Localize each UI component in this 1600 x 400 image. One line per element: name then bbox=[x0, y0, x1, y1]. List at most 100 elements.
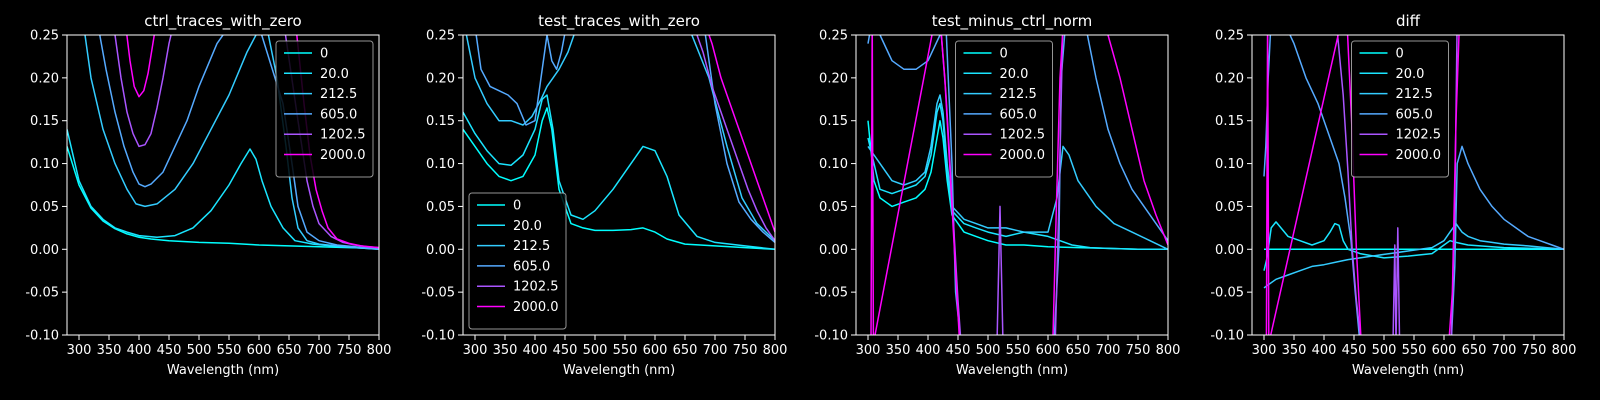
x-tick-label: 550 bbox=[1006, 343, 1031, 358]
legend-entry: 2000.0 bbox=[1000, 148, 1046, 163]
x-tick-label: 650 bbox=[1462, 343, 1487, 358]
legend-entry: 1202.5 bbox=[513, 280, 559, 295]
legend-frame bbox=[1351, 40, 1449, 178]
legend-entry: 20.0 bbox=[320, 67, 349, 82]
x-tick-label: 550 bbox=[1402, 343, 1427, 358]
series-line bbox=[67, 129, 379, 251]
x-tick-label: 300 bbox=[463, 343, 488, 358]
y-tick-label: -0.05 bbox=[1210, 286, 1244, 301]
series-line bbox=[1263, 221, 1564, 271]
y-tick-label: 0.05 bbox=[426, 200, 455, 215]
x-axis-label: Wavelength (nm) bbox=[563, 363, 675, 378]
x-tick-label: 650 bbox=[1066, 343, 1091, 358]
x-tick-label: 300 bbox=[1252, 343, 1277, 358]
y-tick-label: 0.15 bbox=[1215, 114, 1244, 129]
x-tick-label: 500 bbox=[1372, 343, 1397, 358]
x-tick-label: 400 bbox=[523, 343, 548, 358]
legend-entry: 212.5 bbox=[1396, 87, 1433, 102]
y-tick-label: 0.20 bbox=[819, 71, 848, 86]
y-tick-label: -0.05 bbox=[25, 286, 59, 301]
series-line bbox=[67, 146, 379, 250]
y-tick-label: 0.05 bbox=[30, 200, 59, 215]
x-axis-label: Wavelength (nm) bbox=[1352, 363, 1464, 378]
y-tick-label: 0.10 bbox=[1215, 157, 1244, 172]
legend-entry: 0 bbox=[320, 47, 328, 62]
legend-frame bbox=[955, 40, 1053, 178]
series-line bbox=[463, 107, 775, 251]
y-tick-label: 0.10 bbox=[819, 157, 848, 172]
x-tick-label: 800 bbox=[1552, 343, 1577, 358]
x-tick-label: 550 bbox=[613, 343, 638, 358]
y-tick-label: -0.10 bbox=[421, 329, 455, 344]
x-tick-label: 600 bbox=[1432, 343, 1457, 358]
y-tick-label: 0.10 bbox=[30, 157, 59, 172]
axes-frame bbox=[66, 34, 380, 336]
x-tick-label: 650 bbox=[673, 343, 698, 358]
series-line bbox=[1263, 35, 1564, 335]
y-tick-label: -0.10 bbox=[1210, 329, 1244, 344]
series-line bbox=[870, 35, 1168, 335]
x-tick-label: 350 bbox=[97, 343, 122, 358]
y-tick-label: 0.20 bbox=[1215, 71, 1244, 86]
x-tick-label: 600 bbox=[247, 343, 272, 358]
y-tick-label: 0.25 bbox=[1215, 29, 1244, 44]
legend-entry: 605.0 bbox=[320, 107, 357, 122]
legend-entry: 605.0 bbox=[1396, 107, 1433, 122]
legend-entry: 20.0 bbox=[1000, 67, 1029, 82]
axes-frame bbox=[462, 34, 776, 336]
y-tick-label: -0.05 bbox=[421, 286, 455, 301]
legend: 0 20.0 212.5 605.0 1202.5 2000.0 bbox=[1351, 40, 1449, 178]
series-line bbox=[84, 35, 379, 251]
y-tick-label: 0.00 bbox=[30, 243, 59, 258]
x-tick-label: 450 bbox=[1342, 343, 1367, 358]
chart-panel: 300 350 400 450 500 550 600 650 700 750 800 -0.10 -0… bbox=[1210, 12, 1576, 378]
series-line bbox=[463, 94, 775, 251]
legend-entry: 2000.0 bbox=[513, 300, 559, 315]
x-tick-label: 750 bbox=[337, 343, 362, 358]
legend-entry: 0 bbox=[1396, 47, 1404, 62]
legend-entry: 2000.0 bbox=[320, 148, 366, 163]
chart-title: test_traces_with_zero bbox=[538, 12, 700, 31]
chart-panels: 300 350 400 450 500 550 600 650 700 750 800 -0.10 -0… bbox=[25, 12, 1576, 378]
x-tick-label: 700 bbox=[1492, 343, 1517, 358]
axes-frame bbox=[1251, 34, 1565, 336]
series-line bbox=[1265, 35, 1460, 335]
legend-entry: 0 bbox=[513, 199, 521, 214]
x-tick-label: 700 bbox=[307, 343, 332, 358]
chart-title: diff bbox=[1396, 12, 1421, 30]
x-tick-label: 350 bbox=[1282, 343, 1307, 358]
y-tick-label: -0.10 bbox=[814, 329, 848, 344]
x-tick-label: 450 bbox=[157, 343, 182, 358]
y-tick-label: 0.05 bbox=[1215, 200, 1244, 215]
x-tick-label: 450 bbox=[946, 343, 971, 358]
series-line bbox=[99, 35, 379, 251]
x-tick-label: 650 bbox=[277, 343, 302, 358]
x-tick-label: 600 bbox=[643, 343, 668, 358]
legend-entry: 605.0 bbox=[1000, 107, 1037, 122]
series-group bbox=[67, 35, 379, 251]
y-tick-label: 0.15 bbox=[426, 114, 455, 129]
legend-entry: 1202.5 bbox=[1396, 128, 1442, 143]
series-group bbox=[867, 35, 1168, 335]
series-line bbox=[475, 35, 775, 243]
chart-title: test_minus_ctrl_norm bbox=[932, 12, 1093, 31]
x-tick-label: 400 bbox=[1312, 343, 1337, 358]
x-tick-label: 800 bbox=[367, 343, 392, 358]
x-axis-label: Wavelength (nm) bbox=[167, 363, 279, 378]
y-tick-label: 0.20 bbox=[426, 71, 455, 86]
y-tick-label: 0.15 bbox=[819, 114, 848, 129]
y-tick-label: 0.10 bbox=[426, 157, 455, 172]
chart-panel: 300 350 400 450 500 550 600 650 700 750 800 -0.10 -0… bbox=[25, 12, 391, 378]
series-line bbox=[867, 94, 1168, 250]
y-tick-label: -0.10 bbox=[25, 329, 59, 344]
series-line bbox=[1336, 35, 1458, 335]
x-tick-label: 800 bbox=[1156, 343, 1181, 358]
legend-entry: 1202.5 bbox=[320, 128, 366, 143]
y-tick-label: 0.25 bbox=[819, 29, 848, 44]
series-line bbox=[867, 35, 1168, 335]
legend-entry: 212.5 bbox=[1000, 87, 1037, 102]
x-tick-label: 700 bbox=[1096, 343, 1121, 358]
series-line bbox=[708, 35, 775, 233]
legend-entry: 605.0 bbox=[513, 259, 550, 274]
series-group bbox=[463, 35, 775, 251]
